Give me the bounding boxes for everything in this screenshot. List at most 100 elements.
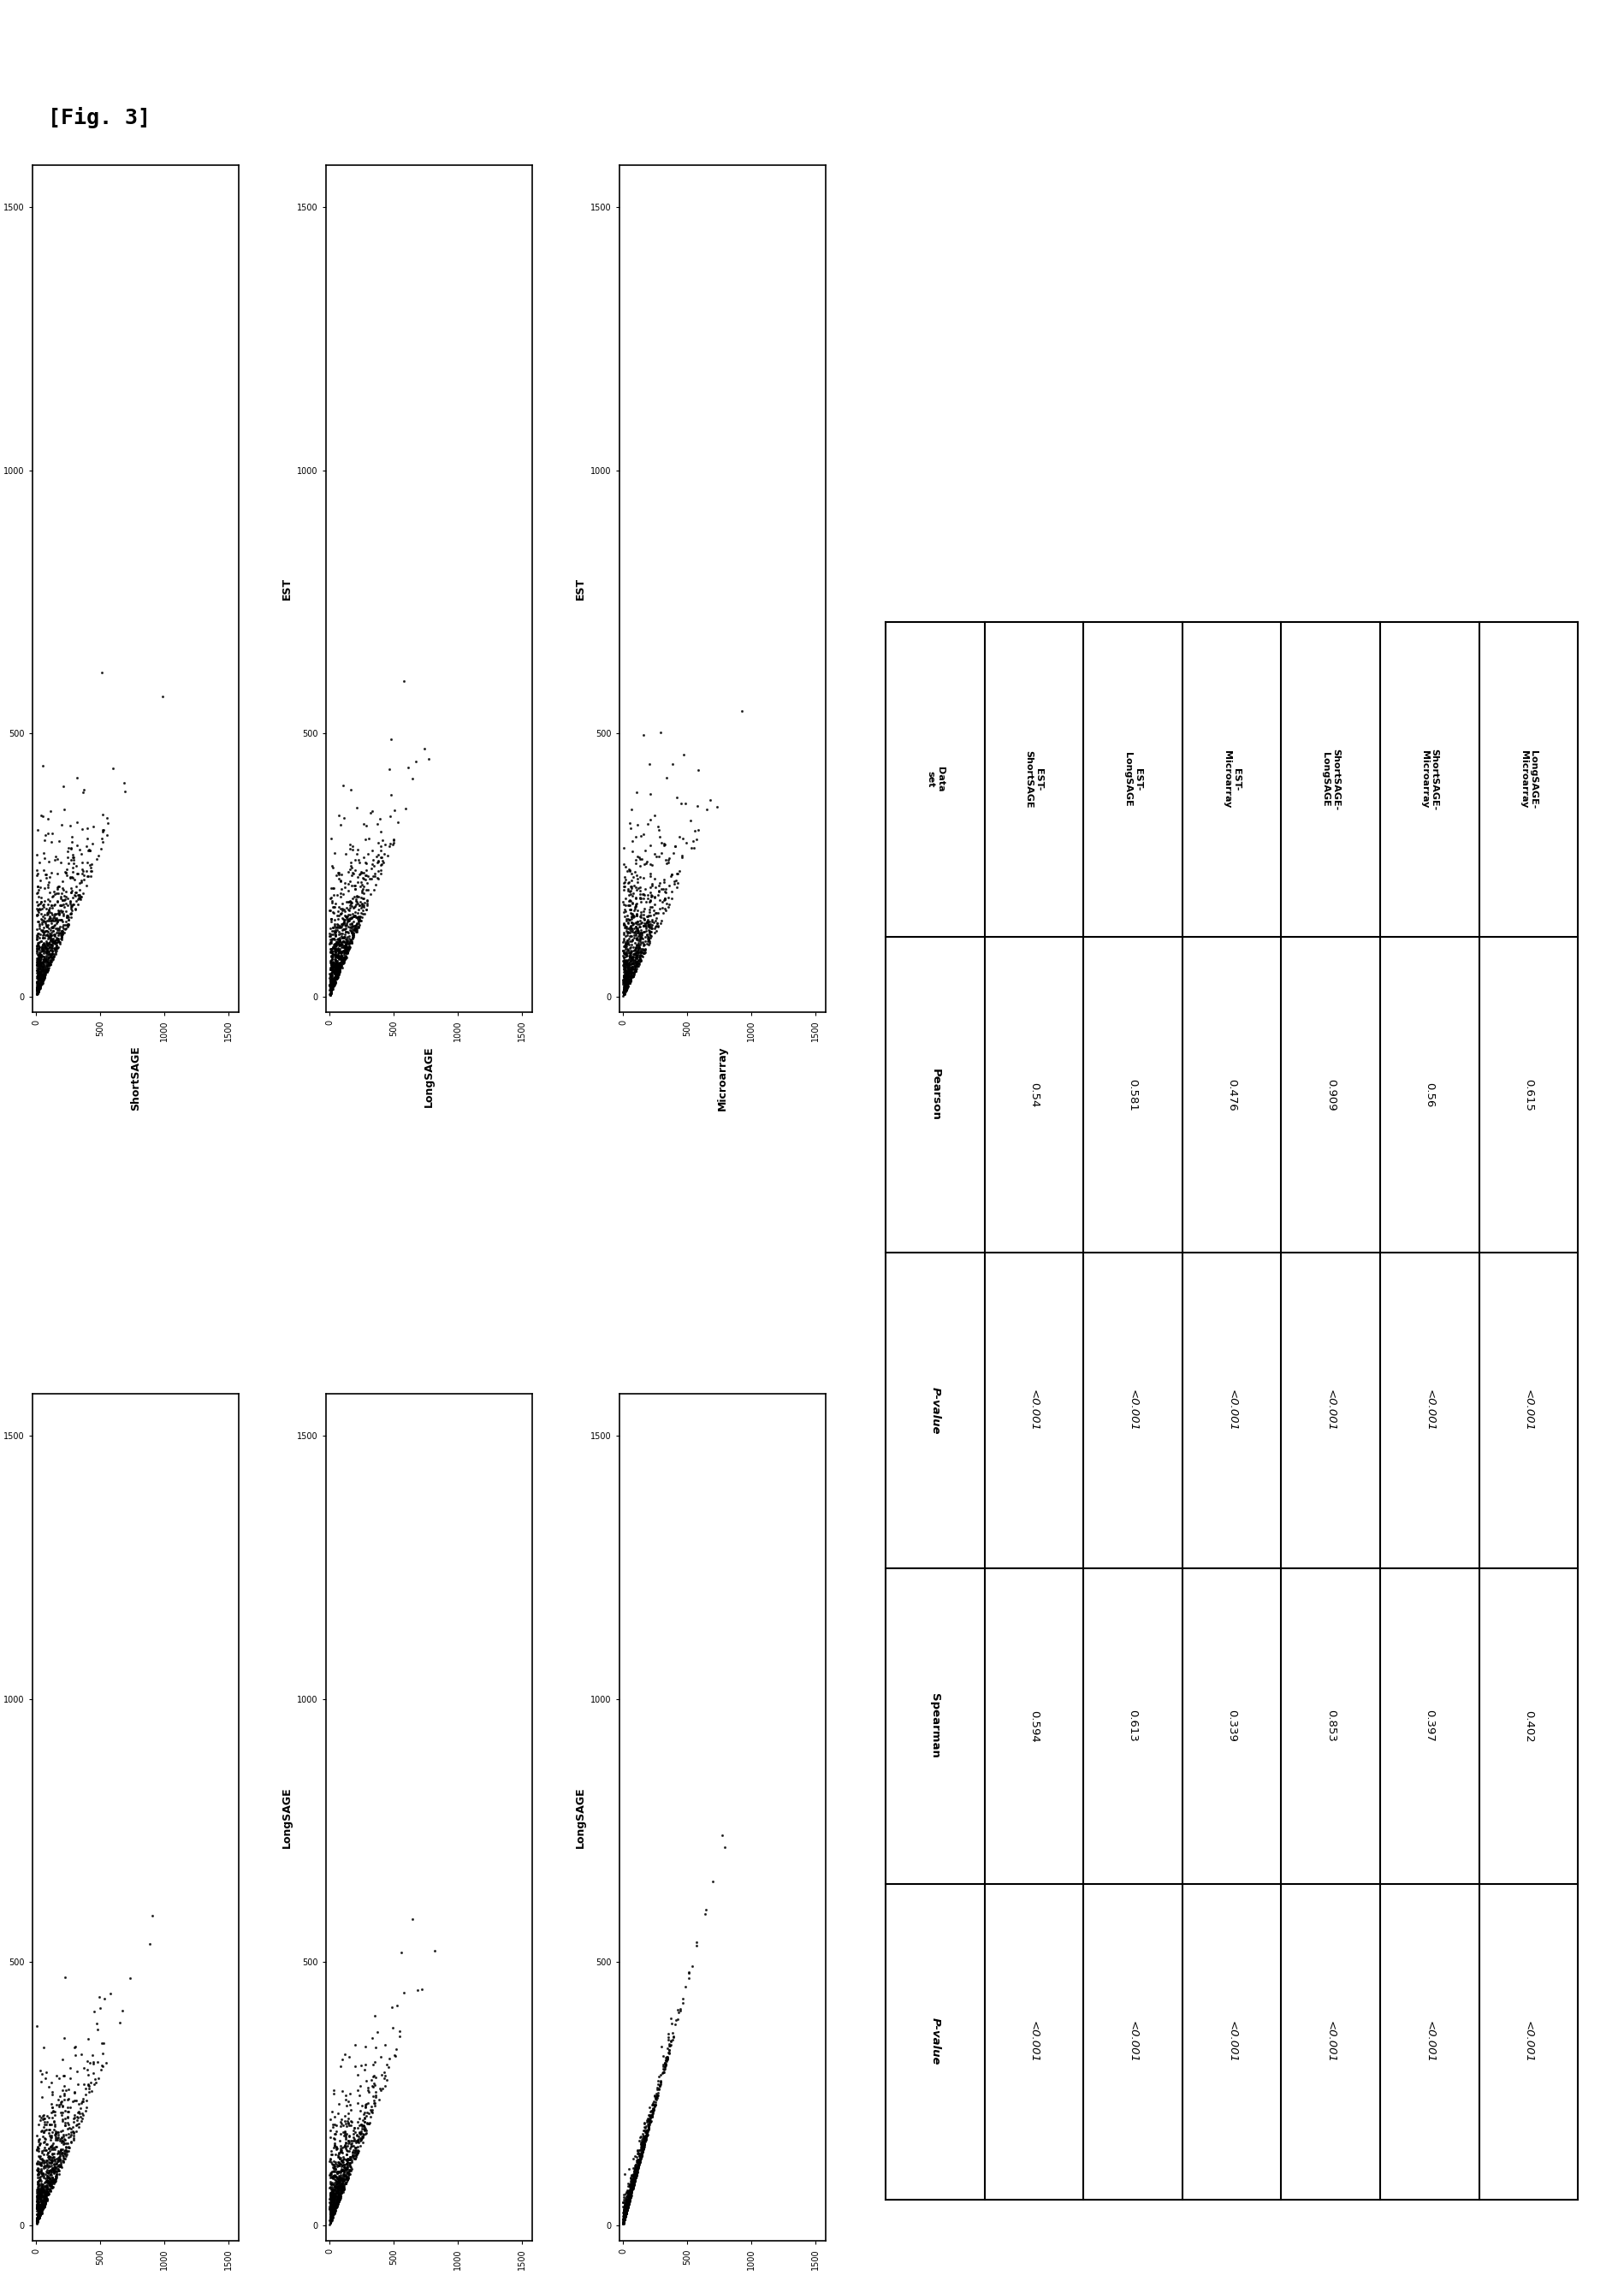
Point bbox=[617, 853, 643, 890]
Point bbox=[635, 919, 661, 955]
Point bbox=[635, 2109, 661, 2145]
Point bbox=[39, 2168, 65, 2204]
Point bbox=[611, 962, 637, 999]
Point bbox=[630, 2127, 656, 2164]
Point bbox=[318, 878, 344, 915]
Point bbox=[52, 910, 78, 946]
Point bbox=[614, 2191, 640, 2227]
Point bbox=[317, 967, 343, 1003]
Point bbox=[333, 933, 359, 969]
Point bbox=[55, 2129, 81, 2166]
Point bbox=[614, 965, 640, 1001]
Point bbox=[352, 892, 378, 928]
Point bbox=[628, 2132, 654, 2168]
Point bbox=[325, 2182, 351, 2218]
Point bbox=[39, 2143, 65, 2179]
Point bbox=[328, 908, 354, 944]
Point bbox=[322, 2116, 348, 2152]
Point bbox=[31, 2189, 57, 2225]
Point bbox=[611, 969, 637, 1006]
Point bbox=[617, 2170, 643, 2207]
Point bbox=[326, 926, 352, 962]
Point bbox=[320, 2186, 346, 2223]
Text: 0.615: 0.615 bbox=[1522, 1078, 1533, 1110]
Point bbox=[620, 2166, 646, 2202]
Point bbox=[32, 2177, 58, 2214]
Point bbox=[328, 933, 354, 969]
Point bbox=[619, 2168, 645, 2204]
Point bbox=[349, 2111, 375, 2148]
Point bbox=[620, 2164, 646, 2200]
Point bbox=[44, 919, 70, 955]
Point bbox=[322, 949, 348, 985]
Point bbox=[612, 2193, 638, 2229]
Point bbox=[612, 953, 638, 990]
Point bbox=[320, 2170, 346, 2207]
Point bbox=[617, 855, 643, 892]
Point bbox=[320, 2184, 346, 2220]
Point bbox=[24, 2129, 50, 2166]
Point bbox=[627, 858, 653, 894]
Point bbox=[330, 876, 356, 912]
Point bbox=[32, 2107, 58, 2143]
Point bbox=[622, 842, 648, 878]
Point bbox=[42, 930, 68, 967]
Point bbox=[339, 896, 365, 933]
Point bbox=[326, 955, 352, 992]
Point bbox=[341, 2132, 367, 2168]
Point bbox=[615, 901, 641, 937]
Point bbox=[650, 894, 676, 930]
Point bbox=[615, 887, 641, 924]
Point bbox=[39, 921, 65, 958]
Point bbox=[335, 2143, 361, 2179]
Point bbox=[325, 2161, 351, 2198]
Point bbox=[75, 833, 101, 869]
Point bbox=[41, 937, 67, 974]
Point bbox=[333, 2150, 359, 2186]
Point bbox=[335, 2152, 361, 2189]
Point bbox=[65, 803, 91, 839]
Point bbox=[80, 2043, 106, 2079]
Point bbox=[328, 2168, 354, 2204]
Point bbox=[619, 878, 645, 915]
Point bbox=[322, 2184, 348, 2220]
Point bbox=[320, 967, 346, 1003]
Point bbox=[26, 955, 52, 992]
Point bbox=[333, 2120, 359, 2157]
Point bbox=[630, 930, 656, 967]
Point bbox=[628, 2136, 654, 2173]
Point bbox=[611, 2204, 637, 2241]
Point bbox=[28, 960, 54, 996]
Point bbox=[330, 901, 356, 937]
Point bbox=[620, 2161, 646, 2198]
Point bbox=[612, 2191, 638, 2227]
Point bbox=[32, 2173, 58, 2209]
Point bbox=[625, 946, 651, 983]
Point bbox=[322, 958, 348, 994]
Point bbox=[44, 926, 70, 962]
Point bbox=[65, 2093, 91, 2129]
Point bbox=[34, 867, 60, 903]
Point bbox=[611, 962, 637, 999]
Point bbox=[37, 2157, 63, 2193]
Point bbox=[651, 880, 677, 917]
Point bbox=[32, 821, 58, 858]
Point bbox=[630, 2125, 656, 2161]
Point bbox=[323, 955, 349, 992]
Point bbox=[615, 2184, 641, 2220]
Point bbox=[31, 949, 57, 985]
Point bbox=[611, 974, 637, 1010]
Point bbox=[83, 2063, 109, 2100]
Point bbox=[328, 2143, 354, 2179]
Point bbox=[55, 2093, 81, 2129]
Point bbox=[614, 2184, 640, 2220]
Point bbox=[344, 894, 370, 930]
Point bbox=[333, 2143, 359, 2179]
Point bbox=[28, 962, 54, 999]
Point bbox=[628, 2127, 654, 2164]
Point bbox=[348, 894, 374, 930]
Point bbox=[318, 930, 344, 967]
Point bbox=[320, 2173, 346, 2209]
Point bbox=[632, 2125, 658, 2161]
Point bbox=[322, 933, 348, 969]
